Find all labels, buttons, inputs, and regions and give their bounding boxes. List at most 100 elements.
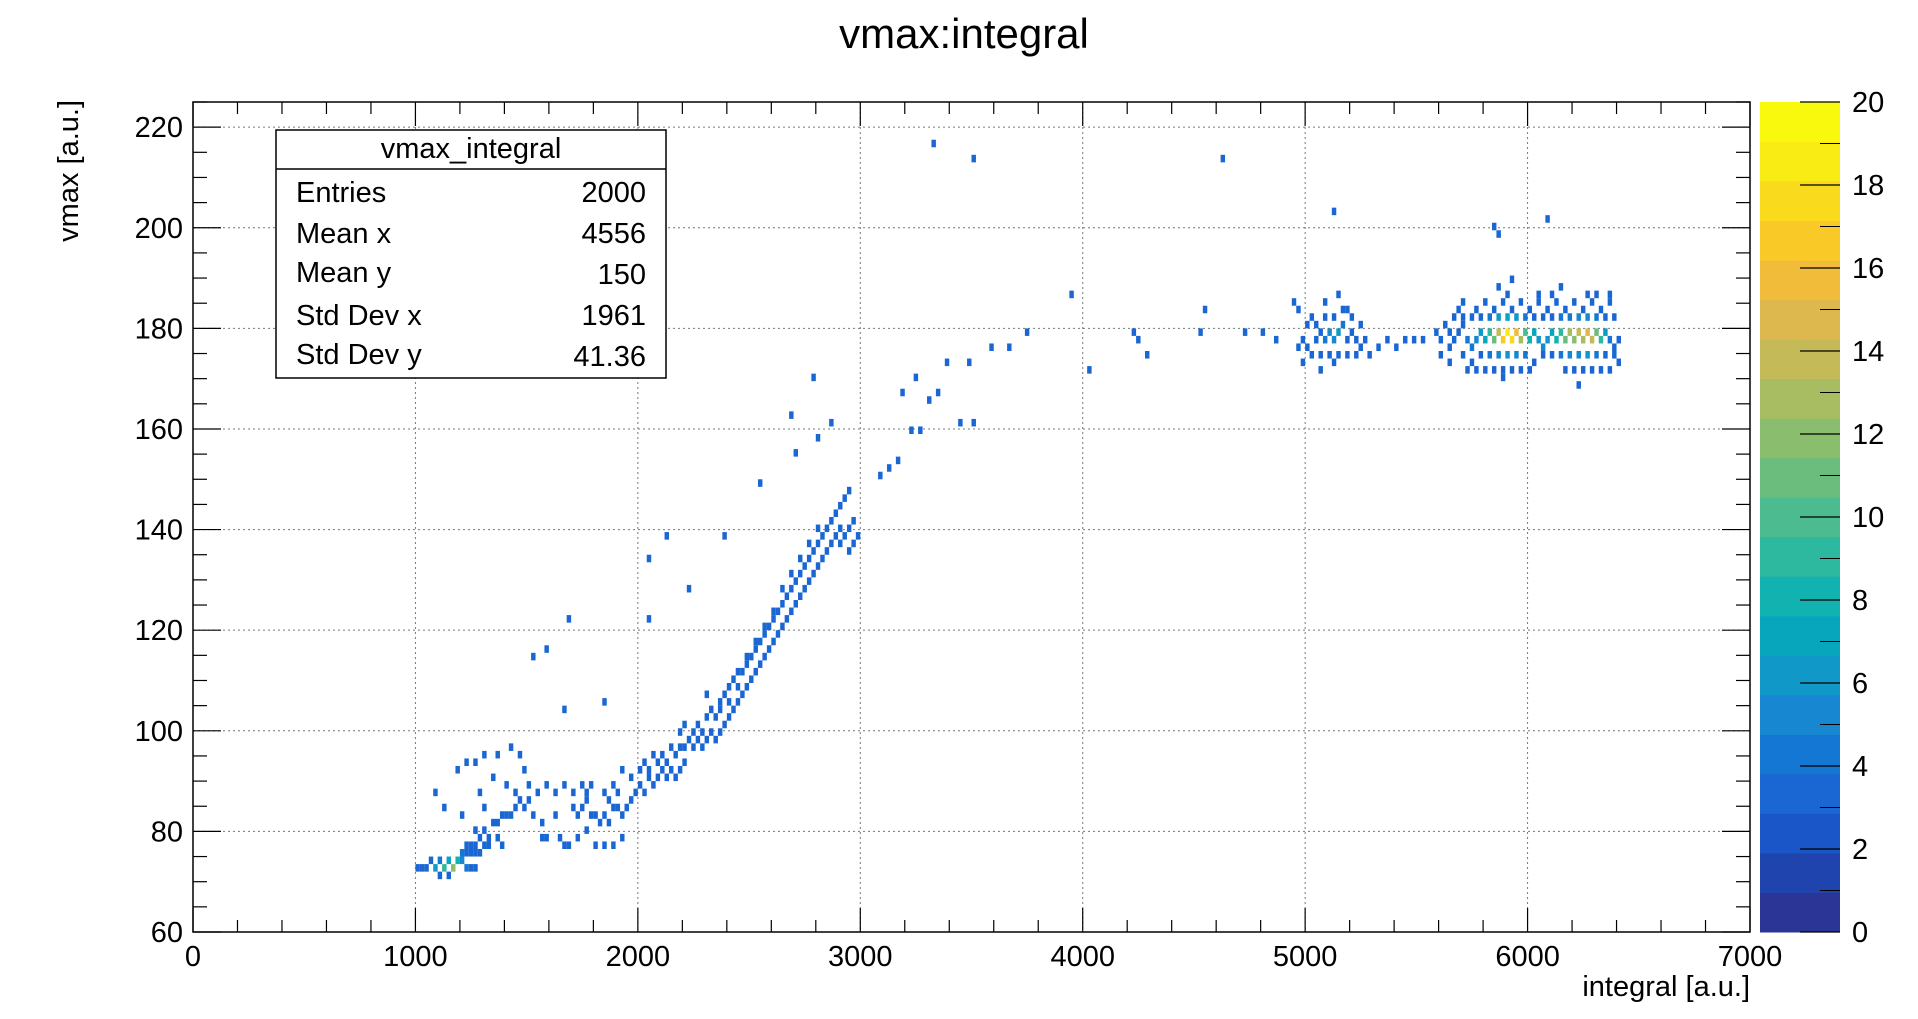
heatmap-bin [726, 713, 732, 721]
heatmap-bin [593, 841, 598, 849]
heatmap-bin [1549, 290, 1555, 299]
heatmap-bin [833, 532, 839, 540]
heatmap-bin [491, 818, 496, 827]
heatmap-bin [709, 728, 714, 736]
heatmap-bin [571, 803, 576, 812]
color-scale-label: 4 [1852, 751, 1868, 783]
heatmap-bin [1589, 335, 1595, 344]
color-scale-segment [1760, 141, 1840, 182]
color-scale-segment [1760, 852, 1840, 893]
heatmap-bin [508, 743, 514, 751]
heatmap-bin [1456, 328, 1461, 336]
heatmap-bin [562, 705, 567, 714]
heatmap-bin [1438, 335, 1444, 344]
heatmap-bin [793, 600, 799, 608]
heatmap-bin [473, 826, 478, 834]
heatmap-bin [504, 781, 509, 789]
heatmap-bin [1327, 328, 1332, 336]
heatmap-bin [1567, 328, 1573, 336]
heatmap-bin [464, 758, 469, 766]
heatmap-bin [1460, 313, 1466, 321]
plot-frame [192, 101, 1751, 933]
heatmap-bin [829, 539, 834, 548]
y-tick-label: 140 [135, 515, 183, 547]
heatmap-bin [878, 471, 883, 480]
heatmap-bin [900, 388, 905, 397]
heatmap-bin [1589, 298, 1595, 306]
heatmap-bin [580, 781, 585, 789]
heatmap-bin [437, 871, 443, 880]
heatmap-bin [620, 766, 625, 774]
heatmap-bin [442, 803, 447, 812]
heatmap-bin [1483, 335, 1488, 344]
stats-value-mean-x: 4556 [581, 218, 646, 250]
heatmap-bin [749, 675, 754, 683]
heatmap-bin [713, 713, 718, 721]
heatmap-bin [1487, 328, 1492, 336]
x-tick-label: 0 [185, 941, 201, 973]
x-tick-label: 1000 [383, 941, 448, 973]
heatmap-bin [660, 766, 665, 774]
heatmap-bin [539, 833, 545, 842]
stats-value-entries: 2000 [581, 177, 646, 209]
heatmap-bin [602, 811, 607, 819]
heatmap-bin [1585, 328, 1590, 336]
heatmap-bin [1447, 328, 1452, 336]
color-scale-segment [1760, 734, 1840, 775]
heatmap-bin [566, 615, 572, 623]
heatmap-bin [762, 652, 767, 661]
heatmap-bin [717, 728, 723, 736]
heatmap-bin [1309, 313, 1315, 321]
heatmap-bin [673, 750, 678, 759]
heatmap-bin [611, 781, 616, 789]
heatmap-bin [806, 577, 812, 585]
x-tick-label: 4000 [1050, 941, 1115, 973]
heatmap-bin [482, 841, 487, 849]
heatmap-bin [495, 818, 500, 827]
heatmap-bin [895, 456, 901, 465]
heatmap-bin [829, 418, 834, 427]
heatmap-bin [539, 818, 545, 827]
x-axis: 0 1000 2000 3000 4000 5000 6000 7000 [185, 102, 1782, 973]
color-scale: 0 2 4 6 8 10 12 14 16 18 20 [1760, 87, 1884, 949]
heatmap-bin [513, 803, 518, 812]
heatmap-bin [1487, 313, 1492, 321]
heatmap-bin [482, 826, 487, 834]
heatmap-bin [677, 766, 683, 774]
heatmap-bin [517, 750, 523, 759]
heatmap-bin [1496, 328, 1501, 336]
heatmap-bin [1322, 313, 1328, 321]
heatmap-bin [1549, 351, 1555, 359]
color-scale-label: 12 [1852, 419, 1884, 451]
color-scale-label: 2 [1852, 834, 1868, 866]
heatmap-bin [1331, 335, 1337, 344]
heatmap-bin [944, 358, 950, 367]
heatmap-bin [1532, 313, 1537, 321]
heatmap-bin [1567, 313, 1573, 321]
heatmap-bin [802, 562, 807, 570]
heatmap-bin [691, 743, 696, 751]
heatmap-bin [1518, 298, 1524, 306]
heatmap-bin [1300, 358, 1306, 367]
heatmap-bin [686, 584, 692, 593]
heatmap-bin [1558, 328, 1564, 336]
heatmap-bin [971, 154, 976, 163]
heatmap-bin [517, 796, 523, 804]
stats-value-mean-y: 150 [598, 259, 646, 291]
heatmap-bin [526, 796, 532, 804]
heatmap-bin [491, 773, 496, 782]
heatmap-bin [1296, 305, 1301, 314]
heatmap-bin [468, 849, 474, 857]
heatmap-bin [642, 758, 647, 766]
heatmap-bin [935, 388, 941, 397]
heatmap-bin [735, 667, 741, 676]
heatmap-bin [766, 645, 772, 653]
y-tick-label: 100 [135, 716, 183, 748]
heatmap-bin [1540, 343, 1546, 351]
heatmap-bin [1274, 335, 1279, 344]
heatmap-bin [633, 788, 638, 797]
chart-title: vmax:integral [839, 10, 1089, 57]
heatmap-bin [637, 781, 643, 789]
heatmap-bin [584, 826, 589, 834]
heatmap-bin [1567, 351, 1573, 359]
